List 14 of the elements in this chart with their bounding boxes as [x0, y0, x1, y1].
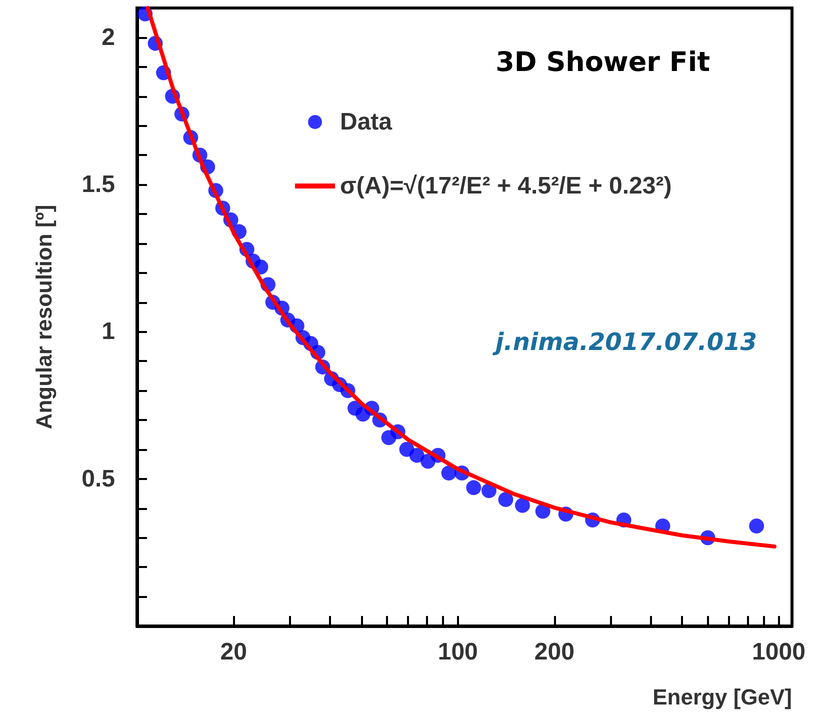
x-axis-title: Energy [GeV] [652, 684, 792, 710]
x-tick-label: 20 [220, 638, 247, 666]
x-tick-label: 1000 [752, 638, 806, 666]
x-tick-label: 200 [534, 638, 574, 666]
y-axis-title: Angular resoultion [º] [32, 204, 56, 430]
y-tick-label: 1 [102, 318, 115, 346]
y-tick-label: 2 [102, 24, 115, 51]
legend-label: Data [340, 108, 393, 136]
legend-label: σ(A)=√(17²/E² + 4.5²/E + 0.23²) [340, 172, 672, 200]
x-tick-label: 100 [438, 638, 478, 666]
text: 3D Shower Fit [496, 47, 710, 78]
y-tick-label: 1.5 [82, 171, 115, 198]
y-tick-label: 0.5 [82, 465, 115, 492]
annotation: j.nima.2017.07.013 [491, 328, 758, 356]
